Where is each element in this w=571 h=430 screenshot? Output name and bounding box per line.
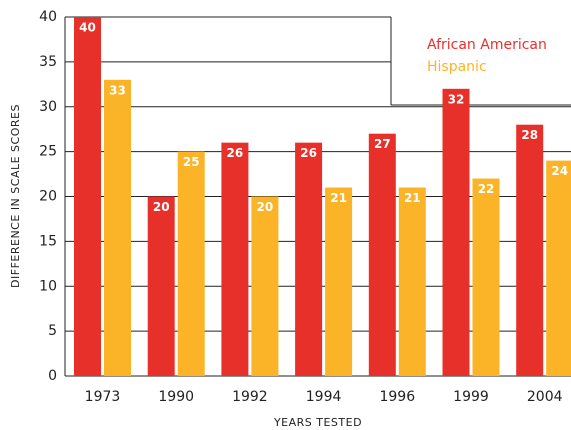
y-tick-label: 0 [48, 368, 57, 384]
bar [104, 79, 131, 376]
bar [442, 88, 470, 377]
value-label: 24 [551, 164, 568, 178]
bar [177, 151, 205, 376]
value-label: 21 [330, 191, 347, 205]
y-tick-label: 20 [39, 189, 57, 205]
x-tick-label: 1990 [158, 389, 194, 405]
bar [368, 133, 396, 376]
legend-box [391, 16, 571, 105]
value-label: 20 [257, 200, 274, 214]
x-tick-label: 1994 [306, 389, 342, 405]
bar [295, 142, 323, 376]
value-label: 32 [448, 92, 465, 106]
value-label: 25 [183, 155, 200, 169]
value-label: 26 [300, 146, 317, 160]
x-tick-label: 1973 [85, 389, 121, 405]
x-tick-label: 1996 [379, 389, 415, 405]
y-tick-label: 10 [39, 278, 57, 294]
x-tick-label: 1992 [232, 389, 268, 405]
y-tick-label: 5 [48, 323, 57, 339]
value-label: 40 [79, 21, 96, 35]
legend-label: African American [427, 37, 547, 53]
x-tick-label: 1999 [453, 389, 489, 405]
y-axis-title: DIFFERENCE IN SCALE SCORES [9, 104, 22, 288]
bar [147, 196, 175, 376]
value-label: 27 [374, 137, 391, 151]
bar [516, 124, 544, 376]
y-tick-label: 25 [39, 144, 57, 160]
bar [398, 187, 426, 376]
y-tick-label: 15 [39, 233, 57, 249]
value-label: 26 [227, 146, 244, 160]
bar [546, 160, 571, 376]
x-axis-title: YEARS TESTED [273, 416, 362, 429]
bar [74, 17, 101, 376]
y-tick-label: 35 [39, 54, 57, 70]
y-tick-label: 40 [39, 9, 57, 25]
value-label: 21 [404, 191, 421, 205]
x-tick-label: 2004 [527, 389, 563, 405]
bar [221, 142, 249, 376]
legend-label: Hispanic [427, 59, 487, 75]
value-label: 33 [109, 83, 126, 97]
bar [325, 187, 353, 376]
bar [251, 196, 279, 376]
value-label: 22 [478, 182, 495, 196]
y-tick-label: 30 [39, 99, 57, 115]
value-label: 20 [153, 200, 170, 214]
value-label: 28 [521, 128, 538, 142]
bar [472, 178, 500, 376]
